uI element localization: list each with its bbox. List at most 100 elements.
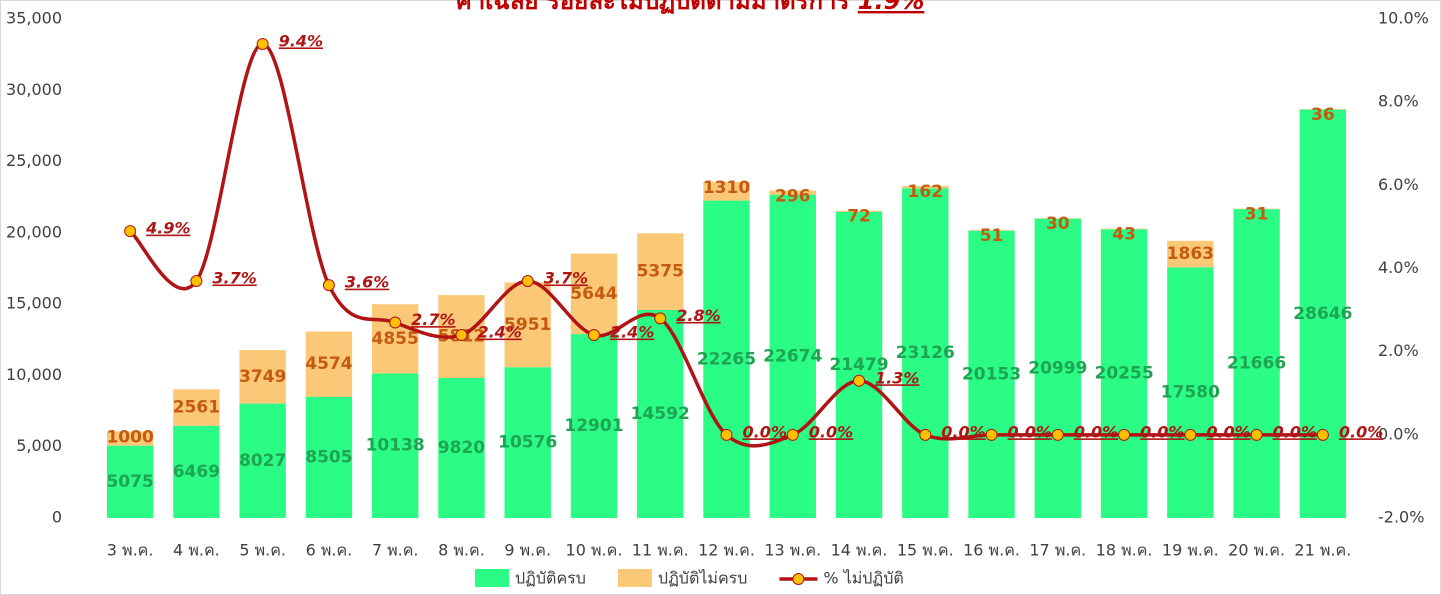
bar — [1299, 109, 1347, 519]
bar-value-label: 5075 — [106, 472, 153, 492]
bar-value-label: 21479 — [829, 355, 888, 375]
line-marker — [985, 428, 998, 441]
bar-value-label: 51 — [980, 226, 1004, 246]
bar — [106, 431, 154, 446]
line-marker — [587, 329, 600, 342]
legend-label: % ไม่ปฏิบัติ — [823, 569, 903, 588]
bar-value-label: 6469 — [173, 462, 220, 482]
line-value-label: 2.4% — [477, 323, 521, 342]
bar — [1100, 228, 1148, 230]
line-value-label: 2.8% — [676, 306, 720, 325]
chart-title: ค่าเฉลี่ย ร้อยละไม่ปฏิบัติตามมาตรการ 1.9… — [456, 0, 925, 15]
bar-value-label: 12901 — [564, 416, 623, 436]
line-value-label: 1.3% — [875, 368, 919, 387]
line-marker — [124, 225, 137, 238]
bar — [239, 403, 286, 518]
bar — [305, 396, 353, 518]
line-value-label: 0.0% — [809, 422, 853, 441]
line-value-label: 4.9% — [145, 219, 190, 238]
bar-value-label: 30 — [1046, 214, 1070, 234]
bar-value-label: 14592 — [631, 404, 690, 424]
y-tick-label: 0 — [52, 508, 62, 527]
line-marker — [322, 279, 335, 292]
line-value-label: 3.7% — [544, 268, 588, 287]
x-tick-label: 8 พ.ค. — [438, 541, 485, 560]
bar-value-label: 21666 — [1227, 354, 1286, 374]
bar-value-label: 72 — [847, 207, 871, 227]
bar — [1167, 267, 1214, 518]
bar-value-label: 8027 — [239, 451, 286, 471]
line-value-label: 0.0% — [1074, 422, 1118, 441]
line-value-label: 9.4% — [279, 31, 323, 50]
bar-value-label: 296 — [775, 187, 811, 207]
bar-value-label: 4574 — [305, 354, 352, 374]
y2-tick-label: 10.0% — [1378, 9, 1429, 28]
y-tick-label: 10,000 — [6, 365, 62, 384]
bar-value-label: 5951 — [504, 315, 551, 335]
bar — [305, 331, 353, 397]
line-marker — [654, 312, 667, 325]
x-tick-label: 17 พ.ค. — [1029, 541, 1086, 560]
y2-tick-label: 2.0% — [1378, 341, 1419, 360]
bar-value-label: 1310 — [703, 178, 750, 198]
line-marker — [521, 274, 534, 287]
bar — [106, 445, 154, 518]
x-tick-label: 7 พ.ค. — [372, 541, 419, 560]
bar — [968, 230, 1015, 519]
bar — [902, 188, 949, 518]
bar — [504, 282, 551, 368]
line-value-label: 2.7% — [411, 310, 455, 329]
bar-value-label: 5375 — [637, 262, 684, 282]
y2-tick-label: 4.0% — [1378, 258, 1419, 277]
bar — [835, 211, 883, 519]
x-tick-label: 16 พ.ค. — [963, 541, 1020, 560]
x-tick-label: 3 พ.ค. — [107, 541, 154, 560]
y-tick-label: 25,000 — [6, 151, 62, 170]
bar — [173, 425, 220, 518]
x-tick-label: 4 พ.ค. — [173, 541, 220, 560]
bar-value-label: 1863 — [1167, 244, 1214, 264]
bar-value-label: 2561 — [173, 398, 220, 418]
bar-value-label: 10576 — [498, 433, 557, 453]
line-marker — [1118, 428, 1131, 441]
x-tick-label: 15 พ.ค. — [897, 541, 954, 560]
bar-value-label: 17580 — [1161, 383, 1220, 403]
line-marker — [1316, 428, 1329, 441]
y2-tick-label: 6.0% — [1378, 175, 1419, 194]
bar-value-label: 28646 — [1293, 304, 1352, 324]
y-tick-label: 15,000 — [6, 294, 62, 313]
y2-tick-label: 0.0% — [1378, 424, 1419, 443]
y-tick-label: 35,000 — [6, 9, 62, 28]
x-tick-label: 21 พ.ค. — [1294, 541, 1351, 560]
line-value-label: 3.7% — [212, 268, 256, 287]
y2-tick-label: -2.0% — [1378, 508, 1424, 527]
bar — [902, 185, 949, 189]
bar — [769, 190, 816, 195]
legend-label: ปฏิบัติไม่ครบ — [658, 569, 748, 588]
line-marker — [786, 428, 799, 441]
line-value-label: 0.0% — [1273, 422, 1317, 441]
title-text: ค่าเฉลี่ย ร้อยละไม่ปฏิบัติตามมาตรการ — [456, 0, 850, 15]
x-tick-label: 19 พ.ค. — [1162, 541, 1219, 560]
y-tick-label: 20,000 — [6, 222, 62, 241]
x-tick-label: 9 พ.ค. — [504, 541, 551, 560]
x-tick-label: 13 พ.ค. — [764, 541, 821, 560]
bar-value-label: 20999 — [1028, 358, 1087, 378]
bar — [1167, 240, 1214, 268]
bar — [703, 181, 750, 201]
line-marker — [389, 316, 402, 329]
line-value-label: 0.0% — [941, 422, 985, 441]
y-tick-label: 30,000 — [6, 80, 62, 99]
bar — [835, 210, 883, 212]
bar — [438, 377, 485, 518]
bar-value-label: 22674 — [763, 346, 822, 366]
bar — [570, 334, 618, 518]
bar — [637, 309, 684, 518]
bar-value-label: 3749 — [239, 367, 286, 387]
x-tick-label: 14 พ.ค. — [831, 541, 888, 560]
bar — [570, 253, 618, 335]
line-marker — [455, 329, 468, 342]
bar-value-label: 20255 — [1095, 364, 1154, 384]
bar — [239, 350, 286, 404]
